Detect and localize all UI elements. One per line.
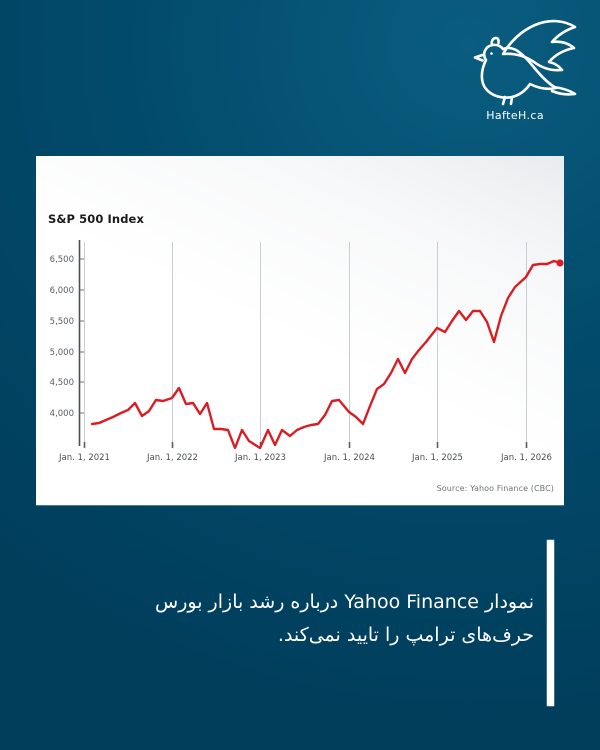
caption-text: نمودار Yahoo Finance درباره رشد بازار بو…	[106, 586, 534, 651]
svg-text:Jan. 1, 2022: Jan. 1, 2022	[146, 453, 198, 463]
x-axis-labels: Jan. 1, 2021 Jan. 1, 2022 Jan. 1, 2023 J…	[58, 453, 552, 463]
sp500-line	[90, 259, 562, 450]
x-axis-ticks	[83, 442, 528, 448]
chart-source-note: Source: Yahoo Finance (CBC)	[436, 484, 554, 493]
svg-text:Jan. 1, 2026: Jan. 1, 2026	[500, 453, 552, 463]
svg-text:6,000: 6,000	[50, 286, 74, 296]
caption-line-1-suffix: درباره رشد بازار بورس	[155, 591, 345, 613]
brand-logo: HafteH.ca	[442, 14, 582, 126]
chart-card: S&P 500 Index 6,500	[36, 156, 564, 505]
endpoint-dot	[556, 259, 564, 267]
svg-text:6,500: 6,500	[50, 255, 74, 265]
brand-wordmark: HafteH.ca	[486, 109, 544, 122]
svg-text:5,000: 5,000	[50, 348, 74, 358]
svg-text:Jan. 1, 2024: Jan. 1, 2024	[323, 453, 375, 463]
svg-text:Jan. 1, 2025: Jan. 1, 2025	[411, 453, 463, 463]
svg-text:4,000: 4,000	[50, 409, 74, 419]
y-axis-ticks: 6,500 6,000 5,500 5,000 4,500 4,000	[50, 255, 84, 419]
caption-line-1-prefix: نمودار	[478, 591, 534, 613]
caption-brand-yahoo-finance: Yahoo Finance	[344, 591, 479, 613]
caption-line-2: حرف‌های ترامپ را تایید نمی‌کند.	[277, 623, 534, 646]
svg-text:Jan. 1, 2023: Jan. 1, 2023	[234, 453, 286, 463]
chart-plot-area: 6,500 6,000 5,500 5,000 4,500 4,000	[36, 156, 564, 505]
gridlines	[84, 242, 527, 444]
chart-title: S&P 500 Index	[48, 212, 144, 226]
svg-text:4,500: 4,500	[50, 378, 74, 388]
dove-icon	[473, 19, 577, 106]
svg-text:Jan. 1, 2021: Jan. 1, 2021	[58, 453, 110, 463]
caption-accent-bar	[547, 540, 554, 706]
svg-text:5,500: 5,500	[50, 317, 74, 327]
